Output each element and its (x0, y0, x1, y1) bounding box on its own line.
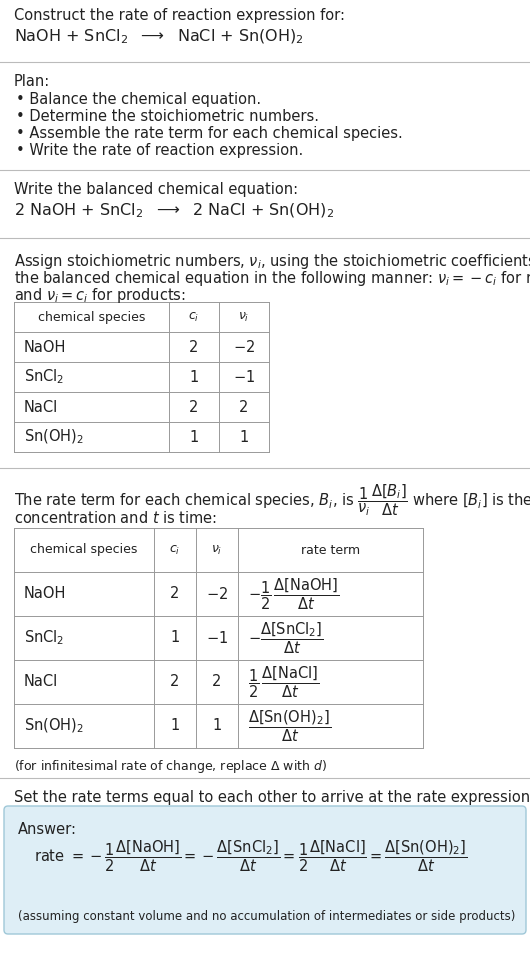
Text: 1: 1 (189, 429, 199, 444)
Text: • Assemble the rate term for each chemical species.: • Assemble the rate term for each chemic… (16, 126, 403, 141)
Text: Assign stoichiometric numbers, $\nu_i$, using the stoichiometric coefficients, $: Assign stoichiometric numbers, $\nu_i$, … (14, 252, 530, 271)
Text: (assuming constant volume and no accumulation of intermediates or side products): (assuming constant volume and no accumul… (18, 910, 515, 923)
Text: SnCl$_2$: SnCl$_2$ (24, 629, 64, 647)
Text: NaOH: NaOH (24, 587, 66, 601)
Text: and $\nu_i = c_i$ for products:: and $\nu_i = c_i$ for products: (14, 286, 185, 305)
Text: $-1$: $-1$ (233, 369, 255, 385)
Text: $-\dfrac{\Delta[\mathrm{SnCl_2}]}{\Delta t}$: $-\dfrac{\Delta[\mathrm{SnCl_2}]}{\Delta… (248, 620, 324, 656)
Text: 2: 2 (240, 399, 249, 415)
Text: 1: 1 (170, 630, 180, 645)
Text: the balanced chemical equation in the following manner: $\nu_i = -c_i$ for react: the balanced chemical equation in the fo… (14, 269, 530, 288)
Text: rate term: rate term (301, 544, 360, 556)
Text: SnCl$_2$: SnCl$_2$ (24, 368, 64, 386)
Text: 2 NaOH + SnCl$_2$  $\longrightarrow$  2 NaCl + Sn(OH)$_2$: 2 NaOH + SnCl$_2$ $\longrightarrow$ 2 Na… (14, 202, 334, 221)
Text: rate $= -\dfrac{1}{2}\dfrac{\Delta[\mathrm{NaOH}]}{\Delta t} = -\dfrac{\Delta[\m: rate $= -\dfrac{1}{2}\dfrac{\Delta[\math… (34, 838, 467, 874)
Text: 2: 2 (213, 674, 222, 689)
Text: $-2$: $-2$ (233, 339, 255, 355)
Text: Construct the rate of reaction expression for:: Construct the rate of reaction expressio… (14, 8, 345, 23)
Text: 1: 1 (240, 429, 249, 444)
Text: $\dfrac{1}{2}\,\dfrac{\Delta[\mathrm{NaCl}]}{\Delta t}$: $\dfrac{1}{2}\,\dfrac{\Delta[\mathrm{NaC… (248, 665, 319, 700)
Text: • Determine the stoichiometric numbers.: • Determine the stoichiometric numbers. (16, 109, 319, 124)
Text: 1: 1 (213, 718, 222, 734)
Text: 2: 2 (189, 399, 199, 415)
Text: NaOH: NaOH (24, 340, 66, 354)
Text: • Balance the chemical equation.: • Balance the chemical equation. (16, 92, 261, 107)
Text: $c_i$: $c_i$ (188, 310, 200, 324)
Text: $\nu_i$: $\nu_i$ (238, 310, 250, 324)
Text: $-\dfrac{1}{2}\,\dfrac{\Delta[\mathrm{NaOH}]}{\Delta t}$: $-\dfrac{1}{2}\,\dfrac{\Delta[\mathrm{Na… (248, 576, 340, 612)
Text: 2: 2 (170, 587, 180, 601)
Text: chemical species: chemical species (38, 310, 145, 323)
Text: $c_i$: $c_i$ (170, 544, 181, 556)
Text: NaCl: NaCl (24, 674, 58, 689)
Text: Plan:: Plan: (14, 74, 50, 89)
Text: Answer:: Answer: (18, 822, 77, 837)
Text: chemical species: chemical species (30, 544, 138, 556)
Text: $\nu_i$: $\nu_i$ (211, 544, 223, 556)
Text: • Write the rate of reaction expression.: • Write the rate of reaction expression. (16, 143, 303, 158)
Text: $\dfrac{\Delta[\mathrm{Sn(OH)_2}]}{\Delta t}$: $\dfrac{\Delta[\mathrm{Sn(OH)_2}]}{\Delt… (248, 709, 331, 744)
Text: 1: 1 (170, 718, 180, 734)
Text: Set the rate terms equal to each other to arrive at the rate expression:: Set the rate terms equal to each other t… (14, 790, 530, 805)
FancyBboxPatch shape (4, 806, 526, 934)
Text: $-1$: $-1$ (206, 630, 228, 646)
Text: concentration and $t$ is time:: concentration and $t$ is time: (14, 510, 217, 526)
Text: 1: 1 (189, 370, 199, 385)
Text: The rate term for each chemical species, $B_i$, is $\dfrac{1}{\nu_i}\dfrac{\Delt: The rate term for each chemical species,… (14, 482, 530, 517)
Text: NaCl: NaCl (24, 399, 58, 415)
Text: Sn(OH)$_2$: Sn(OH)$_2$ (24, 427, 84, 446)
Text: 2: 2 (170, 674, 180, 689)
Text: Sn(OH)$_2$: Sn(OH)$_2$ (24, 716, 84, 735)
Text: NaOH + SnCl$_2$  $\longrightarrow$  NaCl + Sn(OH)$_2$: NaOH + SnCl$_2$ $\longrightarrow$ NaCl +… (14, 28, 304, 47)
Text: Write the balanced chemical equation:: Write the balanced chemical equation: (14, 182, 298, 197)
Text: 2: 2 (189, 340, 199, 354)
Text: $-2$: $-2$ (206, 586, 228, 602)
Text: (for infinitesimal rate of change, replace Δ with $d$): (for infinitesimal rate of change, repla… (14, 758, 327, 775)
